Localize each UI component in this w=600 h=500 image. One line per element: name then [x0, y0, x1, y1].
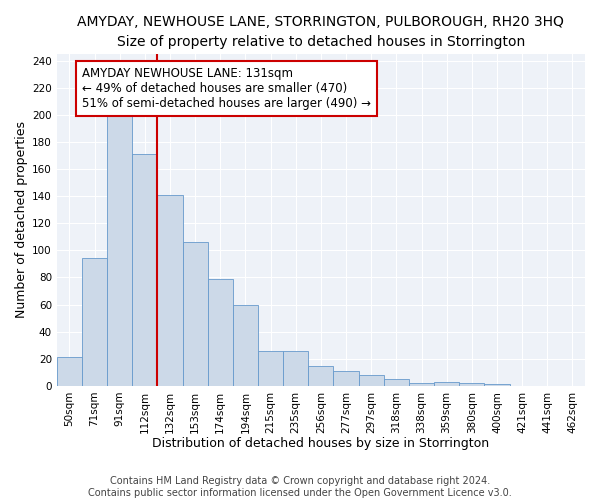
Text: AMYDAY NEWHOUSE LANE: 131sqm
← 49% of detached houses are smaller (470)
51% of s: AMYDAY NEWHOUSE LANE: 131sqm ← 49% of de…	[82, 68, 371, 110]
Bar	[82, 258, 107, 386]
Bar	[434, 382, 459, 386]
Bar	[484, 384, 509, 386]
Bar	[57, 358, 82, 386]
Bar	[308, 366, 334, 386]
Bar	[182, 242, 208, 386]
Bar	[283, 350, 308, 386]
Title: AMYDAY, NEWHOUSE LANE, STORRINGTON, PULBOROUGH, RH20 3HQ
Size of property relati: AMYDAY, NEWHOUSE LANE, STORRINGTON, PULB…	[77, 15, 565, 48]
Bar	[132, 154, 157, 386]
Y-axis label: Number of detached properties: Number of detached properties	[15, 122, 28, 318]
Bar	[359, 375, 384, 386]
X-axis label: Distribution of detached houses by size in Storrington: Distribution of detached houses by size …	[152, 437, 490, 450]
Bar	[208, 279, 233, 386]
Text: Contains HM Land Registry data © Crown copyright and database right 2024.
Contai: Contains HM Land Registry data © Crown c…	[88, 476, 512, 498]
Bar	[459, 383, 484, 386]
Bar	[157, 195, 182, 386]
Bar	[107, 116, 132, 386]
Bar	[334, 371, 359, 386]
Bar	[409, 383, 434, 386]
Bar	[258, 350, 283, 386]
Bar	[233, 304, 258, 386]
Bar	[384, 379, 409, 386]
